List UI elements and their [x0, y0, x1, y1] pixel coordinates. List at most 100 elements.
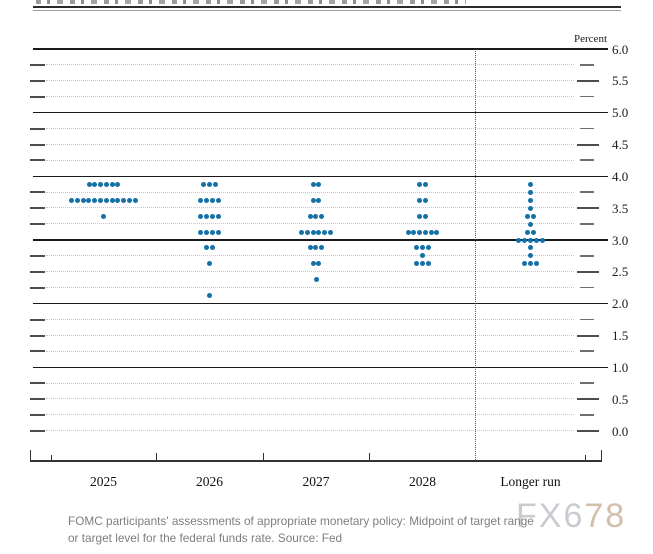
fomc-dot: [528, 189, 533, 195]
y-tick-right: [580, 95, 594, 98]
y-gridline-dotted: [46, 334, 574, 336]
fomc-dot: [206, 181, 212, 187]
fomc-dot: [115, 181, 121, 187]
fomc-dot: [92, 181, 98, 187]
fomc-dot: [422, 197, 428, 203]
fomc-dot: [530, 213, 536, 219]
dot-row: [299, 229, 333, 235]
y-tick-right: [580, 63, 594, 66]
y-tick-right: [577, 430, 599, 432]
y-tick-right: [580, 318, 594, 321]
fomc-dot: [109, 181, 115, 187]
y-tick-left: [30, 254, 45, 257]
y-gridline-dotted: [46, 191, 574, 193]
y-tick-right: [580, 223, 594, 225]
y-gridline-solid: [33, 175, 608, 178]
chart-caption: FOMC participants' assessments of approp…: [68, 513, 608, 547]
dot-row: [528, 253, 533, 259]
fomc-dot: [92, 197, 98, 203]
fomc-dot: [528, 245, 533, 251]
y-tick-left: [30, 382, 45, 385]
y-gridline-dotted: [46, 159, 574, 161]
dot-row: [528, 189, 533, 195]
y-gridline-dotted: [46, 143, 574, 145]
y-tick-right: [580, 382, 594, 384]
fomc-dot: [528, 197, 533, 203]
fomc-dot: [530, 229, 536, 235]
dot-row: [101, 213, 106, 219]
y-axis-unit-label: Percent: [574, 33, 607, 45]
fomc-dot: [319, 213, 325, 219]
y-tick-label: 0.0: [612, 423, 629, 439]
fomc-dot: [528, 253, 533, 259]
x-axis-tick: [369, 453, 371, 460]
fomc-dot: [103, 181, 109, 187]
fomc-dot: [212, 181, 218, 187]
dot-row: [307, 245, 325, 251]
x-axis-label-2027: 2027: [302, 474, 330, 489]
dot-row: [417, 181, 428, 187]
y-gridline-solid: [33, 302, 608, 305]
fomc-dot: [310, 181, 316, 187]
caption-line-2: or target level for the federal funds ra…: [68, 531, 343, 545]
y-gridline-dotted: [46, 287, 574, 288]
dot-row: [310, 261, 322, 267]
y-tick-left: [30, 318, 45, 321]
y-tick-right: [577, 207, 599, 210]
y-tick-right: [580, 286, 594, 289]
dot-row: [417, 197, 428, 203]
y-gridline-dotted: [46, 430, 574, 432]
fomc-dot: [516, 237, 522, 243]
cropped-text-remnant: [36, 0, 466, 4]
y-gridline-dotted: [46, 223, 574, 225]
y-gridline-dotted: [46, 382, 574, 384]
dot-row: [525, 229, 536, 235]
y-tick-label: 5.0: [612, 105, 629, 121]
fomc-dot: [405, 229, 411, 235]
dot-row: [414, 261, 431, 267]
dot-row: [207, 261, 212, 267]
x-axis-tick: [30, 450, 32, 460]
y-tick-right: [577, 398, 599, 401]
fomc-dot: [74, 197, 80, 203]
fomc-dot: [207, 293, 212, 299]
dot-row: [310, 197, 322, 203]
y-tick-left: [30, 223, 45, 226]
y-gridline-solid: [33, 366, 608, 369]
dot-row: [405, 229, 440, 235]
x-axis-tick: [156, 453, 158, 460]
fomc-dot: [121, 197, 127, 203]
y-tick-left: [30, 350, 45, 353]
x-axis-tick: [601, 450, 603, 460]
fomc-dot: [419, 245, 425, 251]
watermark-part-b: 78: [584, 497, 627, 535]
y-tick-right: [580, 414, 594, 416]
y-tick-left: [30, 127, 45, 130]
fomc-dot: [434, 229, 440, 235]
fomc-dot: [414, 261, 420, 267]
y-tick-label: 5.5: [612, 73, 629, 89]
fomc-dot: [215, 213, 221, 219]
fomc-dot: [327, 229, 333, 235]
x-axis-line: [30, 460, 602, 462]
dot-row: [310, 181, 322, 187]
y-tick-label: 1.0: [612, 359, 629, 375]
y-tick-left: [30, 414, 45, 417]
fomc-dot: [313, 277, 319, 283]
fomc-dot: [316, 229, 322, 235]
y-tick-right: [580, 159, 594, 161]
y-gridline-solid: [33, 48, 608, 50]
y-gridline-dotted: [46, 414, 574, 416]
fomc-dot: [425, 261, 431, 267]
y-tick-left: [30, 270, 45, 273]
fomc-dot: [417, 229, 423, 235]
y-gridline-dotted: [46, 96, 574, 97]
fomc-dot: [86, 181, 92, 187]
fomc-dot: [209, 245, 215, 251]
fomc-dot: [98, 197, 104, 203]
fomc-dot: [316, 261, 322, 267]
fomc-dot: [215, 197, 221, 203]
y-tick-right: [580, 191, 594, 193]
fomc-dot: [411, 229, 417, 235]
y-gridline-dotted: [46, 271, 574, 273]
